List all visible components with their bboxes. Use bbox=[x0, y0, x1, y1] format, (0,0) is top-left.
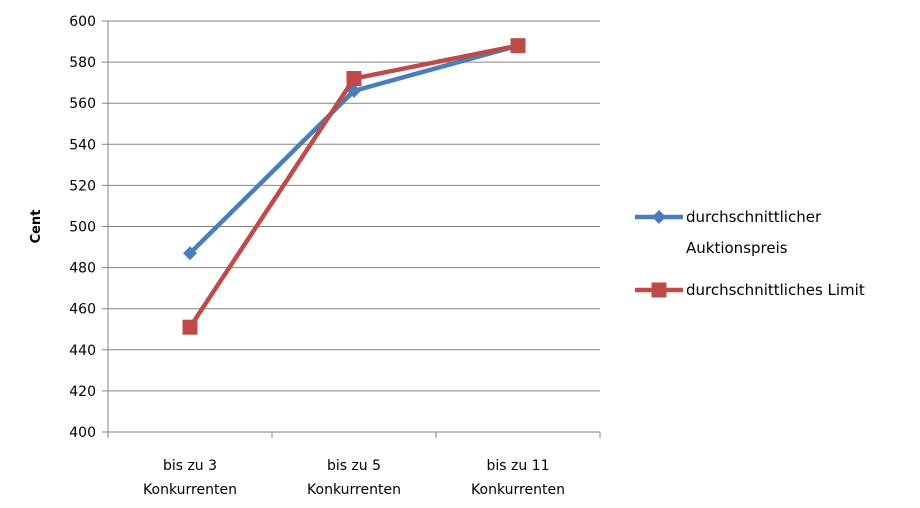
x-tick-label: bis zu 11 Konkurrenten bbox=[471, 458, 565, 498]
legend-item-2: durchschnittliches Limit bbox=[635, 281, 865, 299]
legend-item-1: durchschnittlicher Auktionspreis bbox=[635, 208, 822, 257]
gridlines bbox=[108, 20, 600, 392]
x-tick-label: bis zu 5 Konkurrenten bbox=[307, 458, 401, 498]
y-tick-label: 500 bbox=[69, 220, 96, 236]
data-point-marker bbox=[182, 319, 198, 335]
y-tick-label: 600 bbox=[69, 14, 96, 30]
legend-label: durchschnittlicher Auktionspreis bbox=[686, 208, 822, 257]
y-tick-label: 580 bbox=[69, 55, 96, 71]
legend-marker bbox=[652, 210, 666, 224]
y-tick-label: 560 bbox=[69, 96, 96, 112]
x-tick-labels: bis zu 3 Konkurrenten bis zu 5 Konkurrenten… bbox=[143, 458, 565, 498]
legend-marker bbox=[651, 282, 667, 298]
y-tick-label: 540 bbox=[69, 137, 96, 153]
y-tick-label: 420 bbox=[69, 384, 96, 400]
y-tick-label: 480 bbox=[69, 261, 96, 277]
data-point-marker bbox=[510, 38, 526, 54]
legend-label: durchschnittliches Limit bbox=[686, 281, 865, 299]
series-2 bbox=[182, 38, 526, 335]
y-tick-label: 400 bbox=[69, 425, 96, 441]
y-tick-labels: 400 420 440 460 480 500 520 540 560 580 600 bbox=[69, 14, 96, 441]
y-tick-label: 520 bbox=[69, 178, 96, 194]
legend: durchschnittlicher Auktionspreis durchschn… bbox=[635, 208, 865, 299]
x-tick-label: bis zu 3 Konkurrenten bbox=[143, 458, 237, 498]
y-tick-label: 440 bbox=[69, 343, 96, 359]
y-tick-label: 460 bbox=[69, 302, 96, 318]
y-axis-title: Cent bbox=[29, 210, 44, 244]
data-point-marker bbox=[346, 71, 362, 87]
data-point-marker bbox=[183, 246, 197, 261]
data-series bbox=[182, 38, 526, 335]
axes bbox=[102, 20, 601, 438]
